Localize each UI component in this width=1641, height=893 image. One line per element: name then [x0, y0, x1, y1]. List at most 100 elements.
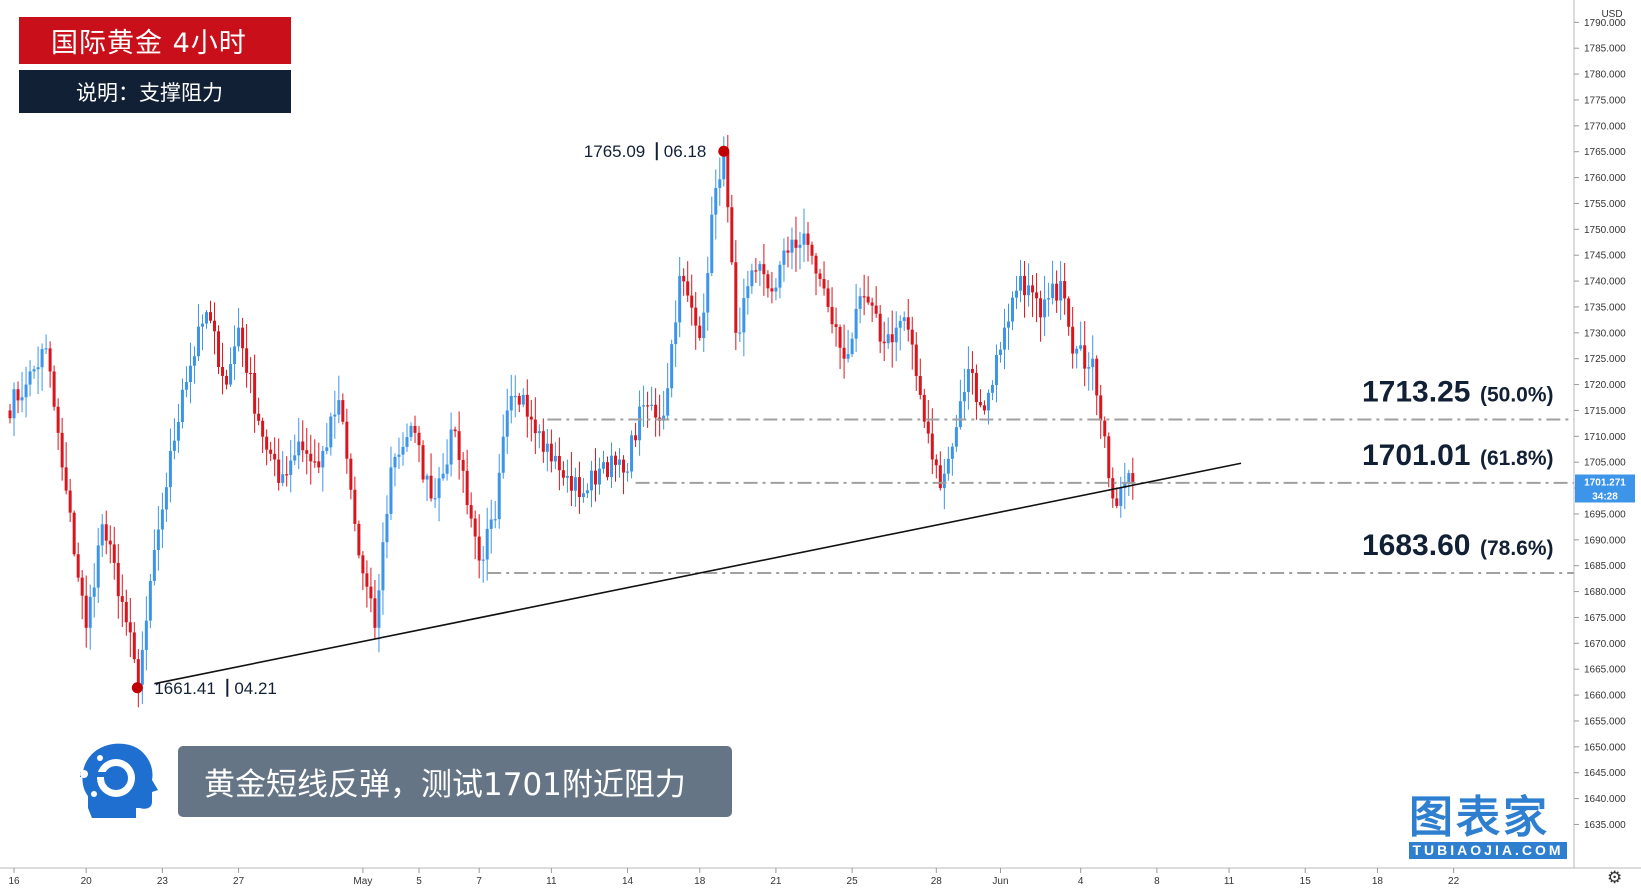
candle-body [918, 375, 922, 395]
candle [842, 324, 846, 379]
price-tick-label: 1790.000 [1584, 18, 1626, 29]
candle-body [622, 459, 626, 473]
time-tick-label: 28 [931, 876, 943, 887]
candle-body [810, 244, 814, 256]
candle-body [529, 416, 533, 420]
candle [866, 276, 870, 305]
candle [160, 492, 164, 549]
caption-text: 黄金短线反弹，测试1701附近阻力 [204, 767, 686, 803]
candle-body [385, 513, 389, 543]
candle [68, 478, 72, 523]
candle [289, 439, 293, 493]
candle [425, 473, 429, 502]
candle [457, 411, 461, 480]
candle [1015, 275, 1019, 310]
candle-body [108, 540, 112, 545]
candle [164, 472, 168, 522]
candle-body [581, 493, 585, 497]
candle-body [1027, 285, 1031, 296]
candle [369, 567, 373, 613]
candle [305, 427, 309, 475]
candle [818, 268, 822, 287]
candle-body [1031, 285, 1035, 293]
candle-body [1115, 498, 1119, 506]
candle [184, 366, 188, 398]
candle [1087, 352, 1091, 391]
candle-body [762, 264, 766, 275]
candle [1007, 303, 1010, 350]
candle-body [525, 394, 529, 417]
candle-body [353, 489, 357, 524]
candle [854, 283, 858, 352]
candle [882, 321, 886, 361]
candle-body [646, 405, 650, 407]
candle [934, 454, 938, 479]
candle [666, 362, 670, 419]
candle [377, 574, 381, 653]
candle [1059, 261, 1063, 321]
candle-body [822, 278, 826, 289]
candle [265, 429, 269, 466]
candle-body [882, 341, 886, 344]
candle-body [184, 382, 188, 390]
candle-body [1131, 473, 1135, 483]
candle [281, 451, 285, 487]
candle [361, 551, 365, 591]
price-tick-label: 1635.000 [1584, 820, 1626, 831]
candle [1027, 263, 1031, 307]
candle-body [112, 544, 116, 563]
candle [513, 375, 517, 418]
candle-body [569, 475, 573, 491]
candle [441, 453, 445, 481]
candle [485, 507, 489, 581]
candle-body [978, 402, 982, 406]
candle-body [814, 255, 818, 274]
gear-icon[interactable]: ⚙ [1607, 868, 1623, 888]
candle-body [445, 464, 449, 474]
price-axis[interactable]: USD 1635.000 1640.000 1645.000 1650.000 1655.… [1574, 9, 1626, 831]
candle-body [136, 659, 140, 685]
candle [317, 442, 321, 474]
candle [718, 157, 722, 206]
candle [1019, 260, 1023, 303]
candle-body [285, 474, 289, 476]
candle [297, 418, 301, 470]
candle-body [72, 512, 76, 555]
candle-body [180, 389, 184, 423]
extreme-annotations: 1765.09 06.18 1661.41 04.21 [131, 142, 730, 698]
candle-body [1023, 275, 1027, 296]
candle [497, 454, 501, 529]
candle-body [349, 458, 353, 490]
candle-body [958, 401, 962, 428]
candle-body [144, 620, 148, 650]
candle [850, 332, 854, 358]
candle [766, 270, 770, 298]
candle-body [60, 432, 64, 468]
time-axis[interactable]: 16 20 23 27 May 5 7 11 14 18 21 25 28 Jun 4 8 11 15 18 22 [8, 868, 1460, 887]
candle [606, 456, 609, 481]
candle [754, 257, 758, 283]
candle-body [301, 441, 305, 451]
price-tick-label: 1705.000 [1584, 458, 1626, 469]
candle [493, 500, 497, 529]
candle [60, 417, 64, 481]
candle [489, 499, 493, 554]
candle-body [626, 471, 630, 473]
candle-body [654, 404, 658, 418]
candle [573, 467, 577, 507]
chart-title-banner: 国际黄金 4小时 [19, 17, 291, 64]
candle [830, 287, 834, 334]
candle [269, 441, 273, 462]
candle [241, 317, 245, 368]
candle-body [317, 461, 321, 468]
candle-body [1087, 367, 1091, 369]
candle-body [297, 441, 301, 456]
candle [638, 390, 642, 456]
support-trendline [154, 462, 1242, 685]
candle [188, 342, 192, 404]
candle-body [92, 587, 96, 597]
candle-body [585, 490, 589, 494]
price-tick-label: 1645.000 [1584, 768, 1626, 779]
candle-body [369, 586, 373, 599]
